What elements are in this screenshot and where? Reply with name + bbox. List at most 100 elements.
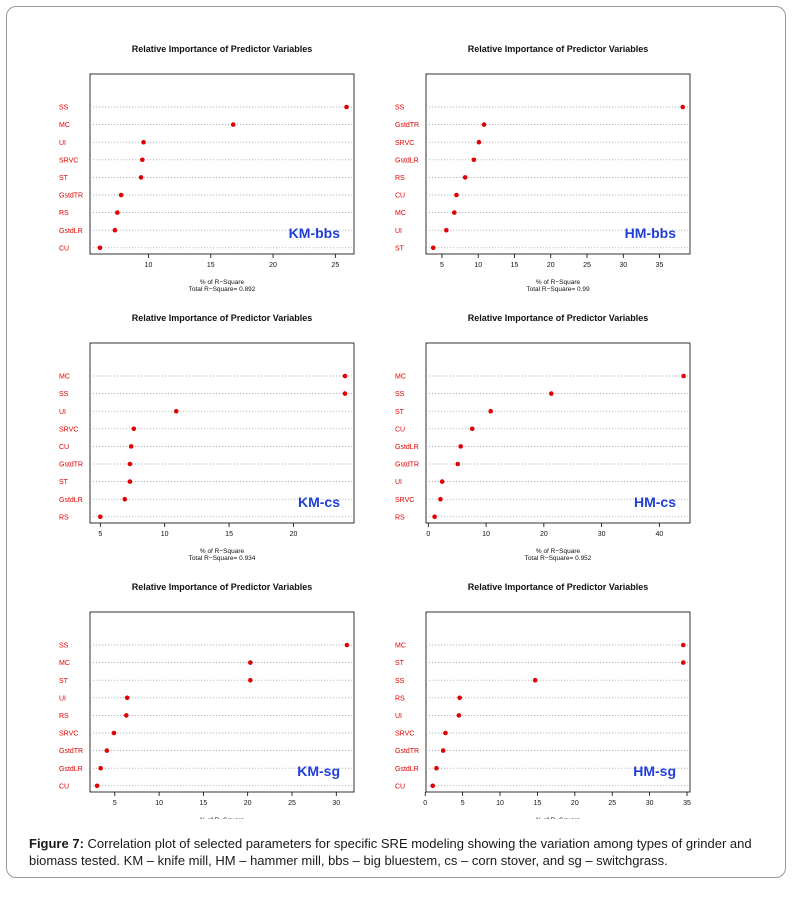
x-tick-label-km-sg-1: 10: [155, 800, 163, 807]
x-tick-label-km-bbs-0: 10: [145, 262, 153, 269]
data-point-km-sg-7: [98, 765, 103, 771]
data-point-hm-bbs-0: [680, 104, 686, 110]
panel-tag-hm-sg: HM-sg: [633, 763, 676, 779]
data-point-hm-sg-1: [680, 660, 686, 665]
data-point-km-cs-0: [342, 373, 348, 379]
data-point-km-bbs-0: [344, 104, 349, 110]
data-point-hm-bbs-8: [430, 245, 436, 251]
x-tick-label-km-bbs-1: 15: [207, 262, 215, 269]
figure-area: Relative Importance of Predictor Variabl…: [39, 23, 711, 831]
x-tick-label-hm-bbs-1: 10: [474, 262, 482, 269]
total-r-square-km-cs: Total R−Square= 0.934: [189, 555, 256, 562]
x-tick-label-hm-bbs-2: 15: [511, 262, 519, 269]
data-point-km-cs-4: [128, 444, 134, 449]
x-tick-label-hm-sg-5: 25: [608, 800, 616, 807]
data-point-hm-sg-3: [457, 695, 462, 701]
caption-label: Figure 7:: [29, 836, 84, 851]
data-point-hm-sg-6: [440, 748, 446, 753]
data-point-km-sg-0: [344, 642, 350, 648]
chart-title-hm-sg: Relative Importance of Predictor Variabl…: [468, 582, 649, 592]
data-point-km-bbs-1: [230, 122, 236, 127]
category-label-km-bbs-0: SS: [59, 105, 69, 112]
data-point-hm-cs-8: [432, 514, 437, 520]
category-label-hm-sg-0: MC: [395, 643, 406, 650]
x-tick-label-km-cs-0: 5: [98, 531, 102, 538]
data-point-hm-sg-8: [430, 783, 436, 789]
data-point-hm-bbs-6: [451, 210, 457, 215]
data-point-hm-sg-5: [443, 730, 448, 736]
category-label-hm-cs-4: GstdLR: [395, 444, 419, 451]
category-label-km-sg-6: GstdTR: [59, 748, 83, 755]
x-tick-label-hm-sg-2: 10: [496, 800, 504, 807]
x-tick-label-hm-bbs-4: 25: [583, 262, 591, 269]
x-axis-label-hm-sg: % of R−Square: [536, 817, 581, 819]
category-label-km-cs-4: CU: [59, 444, 69, 451]
panel-tag-km-sg: KM-sg: [297, 763, 340, 779]
plot-frame-hm-sg: [425, 611, 691, 793]
category-label-km-cs-7: GstdLR: [59, 497, 83, 504]
x-tick-label-km-sg-5: 30: [332, 800, 340, 807]
category-label-hm-sg-3: RS: [395, 695, 405, 702]
x-tick-label-hm-sg-4: 20: [571, 800, 579, 807]
x-tick-label-hm-cs-2: 20: [540, 531, 548, 538]
category-label-hm-sg-1: ST: [395, 660, 405, 667]
data-point-km-sg-4: [124, 713, 129, 718]
x-tick-label-hm-cs-0: 0: [426, 531, 430, 538]
data-point-hm-bbs-5: [454, 192, 459, 198]
category-label-km-sg-7: GstdLR: [59, 766, 83, 773]
x-tick-label-km-sg-0: 5: [113, 800, 117, 807]
data-point-hm-sg-0: [680, 642, 686, 648]
category-label-km-sg-4: RS: [59, 713, 69, 720]
category-label-hm-sg-2: SS: [395, 678, 405, 685]
dotcharts-figure: Relative Importance of Predictor Variabl…: [59, 44, 691, 831]
data-point-hm-bbs-2: [476, 139, 482, 145]
category-label-hm-sg-4: UI: [395, 713, 402, 720]
x-axis-label-hm-cs: % of R−Square: [536, 548, 581, 555]
category-label-hm-sg-7: GstdLR: [395, 766, 419, 773]
x-tick-label-hm-cs-4: 40: [655, 531, 663, 538]
data-point-hm-cs-7: [438, 496, 443, 502]
data-point-hm-cs-5: [455, 461, 461, 467]
x-tick-label-km-cs-1: 10: [161, 531, 169, 538]
data-point-km-bbs-3: [140, 157, 145, 163]
data-point-km-sg-5: [111, 730, 117, 736]
x-tick-label-km-cs-3: 20: [290, 531, 298, 538]
category-label-hm-bbs-0: SS: [395, 105, 405, 112]
category-label-hm-bbs-6: MC: [395, 210, 406, 217]
data-point-hm-cs-3: [469, 426, 475, 432]
category-label-km-cs-8: RS: [59, 514, 69, 521]
data-point-km-bbs-6: [115, 210, 120, 215]
data-point-km-cs-5: [127, 461, 133, 467]
panel-tag-km-bbs: KM-bbs: [289, 225, 341, 241]
data-point-hm-bbs-3: [471, 157, 477, 163]
data-point-hm-cs-2: [488, 408, 494, 414]
x-tick-label-hm-bbs-6: 35: [656, 262, 664, 269]
category-label-km-sg-2: ST: [59, 678, 69, 685]
figure-frame: Relative Importance of Predictor Variabl…: [6, 6, 786, 878]
category-label-hm-bbs-2: SRVC: [395, 140, 414, 147]
data-point-km-cs-3: [131, 426, 137, 432]
data-point-hm-cs-4: [458, 444, 463, 449]
data-point-hm-cs-6: [439, 479, 445, 484]
chart-title-hm-cs: Relative Importance of Predictor Variabl…: [468, 313, 649, 323]
x-tick-label-hm-sg-1: 5: [461, 800, 465, 807]
data-point-km-sg-6: [104, 748, 110, 753]
panel-tag-km-cs: KM-cs: [298, 494, 340, 510]
x-axis-label-km-cs: % of R−Square: [200, 548, 245, 555]
category-label-km-cs-3: SRVC: [59, 426, 78, 433]
category-label-hm-bbs-4: RS: [395, 175, 405, 182]
x-tick-label-km-sg-2: 15: [199, 800, 207, 807]
data-point-km-cs-6: [127, 479, 133, 484]
category-label-hm-cs-2: ST: [395, 409, 405, 416]
x-tick-label-hm-sg-0: 0: [423, 800, 427, 807]
category-label-km-cs-5: GstdTR: [59, 462, 83, 469]
x-tick-label-km-bbs-2: 20: [269, 262, 277, 269]
chart-title-hm-bbs: Relative Importance of Predictor Variabl…: [468, 44, 649, 54]
figure-caption: Figure 7: Correlation plot of selected p…: [29, 835, 781, 869]
caption-text: Correlation plot of selected parameters …: [29, 836, 752, 868]
x-tick-label-hm-bbs-5: 30: [619, 262, 627, 269]
category-label-km-cs-6: ST: [59, 479, 69, 486]
category-label-km-bbs-2: UI: [59, 140, 66, 147]
plot-frame-km-sg: [89, 611, 355, 793]
category-label-hm-cs-8: RS: [395, 514, 405, 521]
